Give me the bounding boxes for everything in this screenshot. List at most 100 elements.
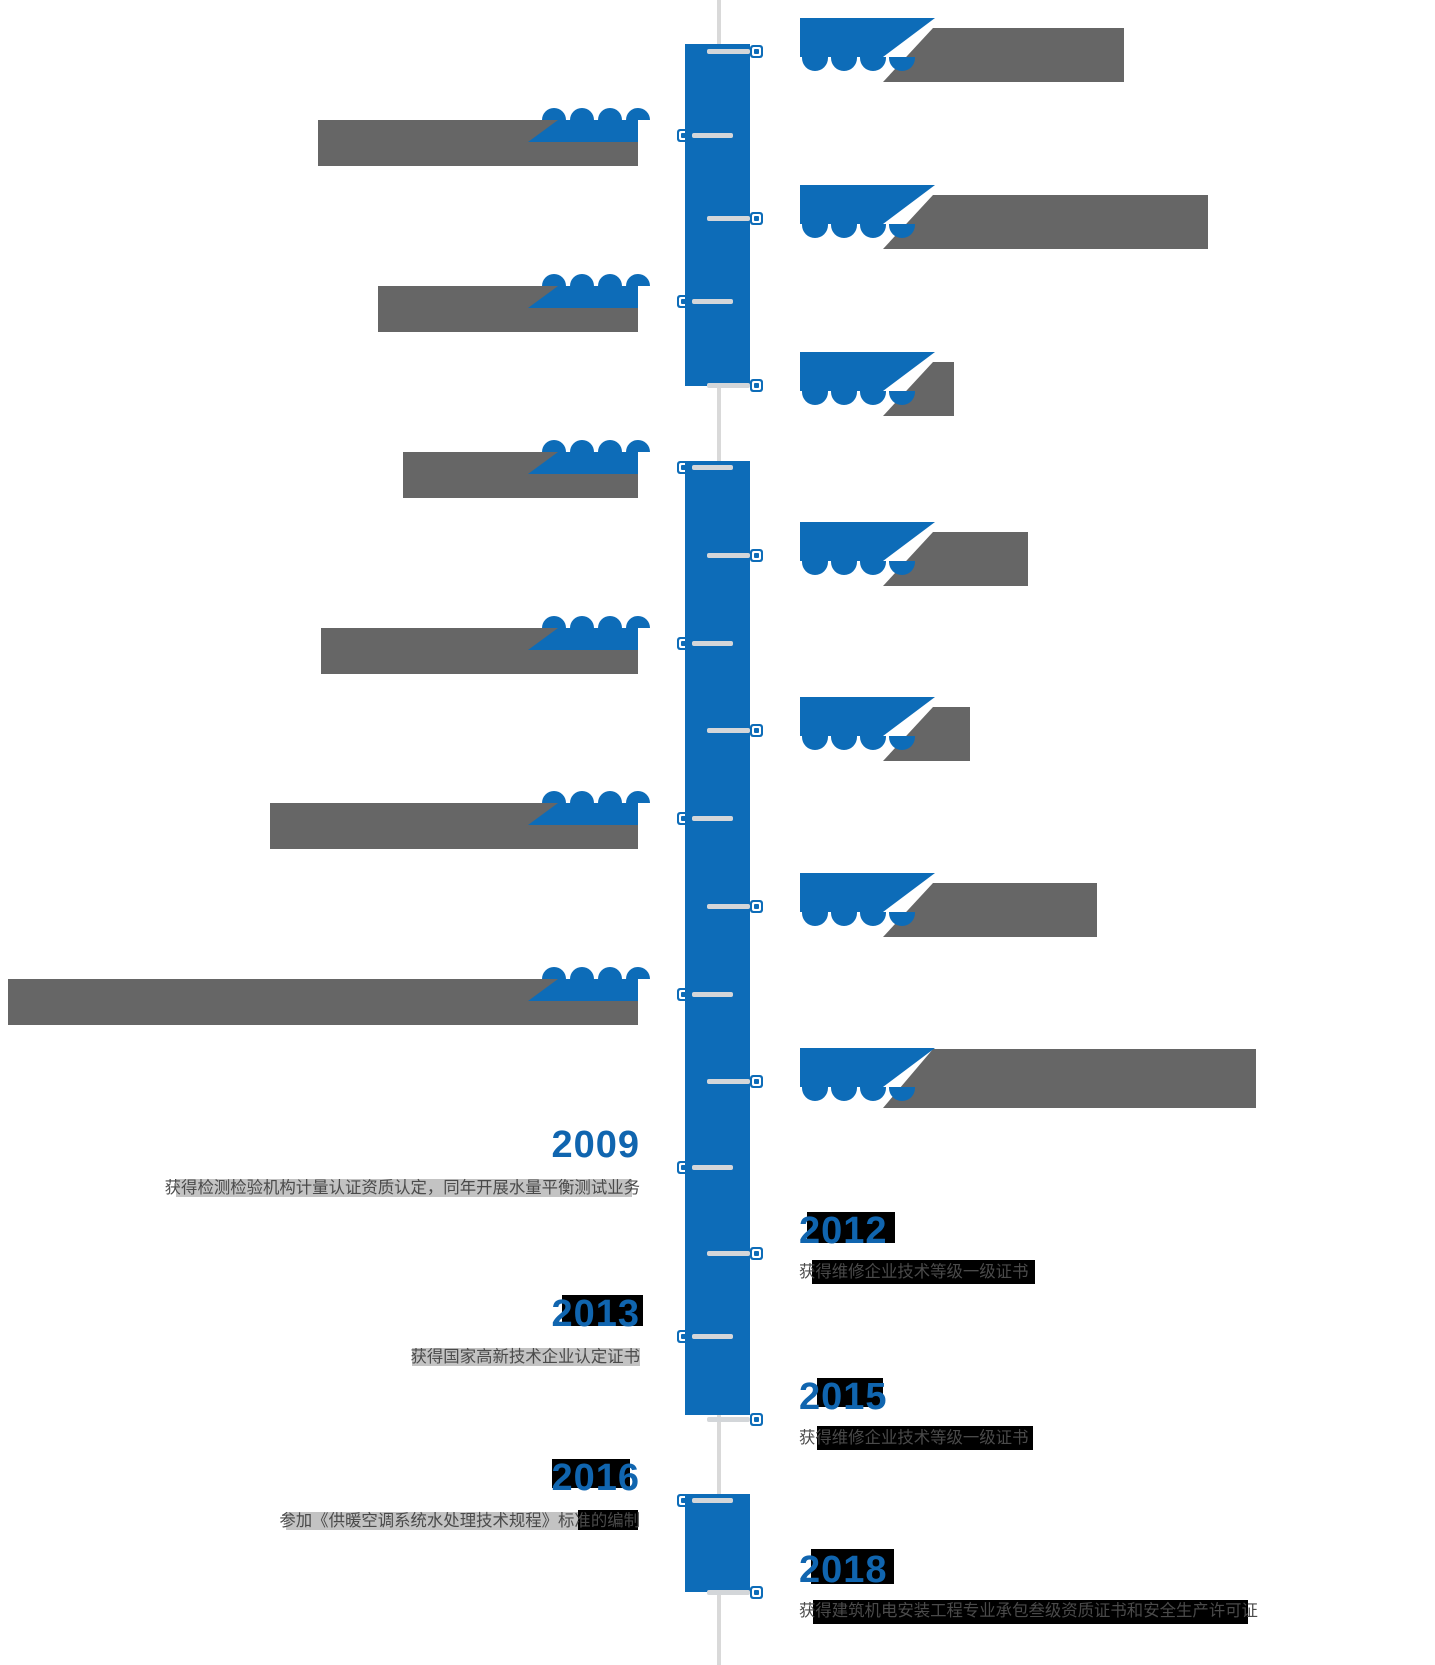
entry-year: 2009 xyxy=(551,1124,640,1166)
timeline-node-marker xyxy=(750,1586,763,1599)
year-glyph-bump xyxy=(542,791,566,803)
year-glyph-bump xyxy=(831,1087,857,1101)
timeline-node-tick xyxy=(707,728,750,733)
timeline-node-tick xyxy=(692,465,733,470)
year-glyph-bump xyxy=(626,440,650,452)
year-glyph-bumps xyxy=(800,391,920,405)
timeline-node-tick xyxy=(692,299,733,304)
timeline-node-marker xyxy=(750,724,763,737)
year-glyph-bump xyxy=(542,274,566,286)
timeline-node-tick xyxy=(707,553,750,558)
entry-desc: 参加《供暖空调系统水处理技术规程》标准的编制 xyxy=(279,1512,640,1530)
year-glyph-bump xyxy=(542,108,566,120)
year-highlight-box xyxy=(807,1212,895,1243)
year-glyph-bump xyxy=(626,108,650,120)
timeline-bar-segment xyxy=(685,44,750,386)
year-glyph-bump xyxy=(860,391,886,405)
year-glyph-bump xyxy=(831,912,857,926)
year-glyph-bump xyxy=(570,616,594,628)
timeline-node-tick xyxy=(707,1079,750,1084)
entry-cover-block xyxy=(883,195,1208,249)
year-glyph-bump xyxy=(831,57,857,71)
year-highlight-box xyxy=(552,1459,630,1488)
year-glyph-bump xyxy=(889,912,915,926)
entry-desc: 获得国家高新技术企业认定证书 xyxy=(410,1348,640,1366)
timeline-bar-segment xyxy=(685,1494,750,1592)
timeline-node-tick xyxy=(707,49,750,54)
year-reveal-blob xyxy=(528,979,638,1001)
year-glyph-bump xyxy=(831,561,857,575)
year-reveal-blob xyxy=(528,452,638,474)
entry-cover-block xyxy=(883,883,1097,937)
timeline-node-marker xyxy=(750,212,763,225)
year-glyph-bump xyxy=(831,736,857,750)
timeline-node-tick xyxy=(692,816,733,821)
year-glyph-bump xyxy=(598,440,622,452)
year-glyph-bumps xyxy=(800,1087,920,1101)
year-reveal-blob xyxy=(528,628,638,650)
year-glyph-bump xyxy=(802,391,828,405)
year-glyph-bumps xyxy=(800,912,920,926)
year-glyph-bump xyxy=(889,57,915,71)
year-glyph-bump xyxy=(860,561,886,575)
year-glyph-bump xyxy=(598,791,622,803)
year-glyph-bumps xyxy=(528,440,650,452)
year-glyph-bump xyxy=(626,274,650,286)
timeline-node-tick xyxy=(692,992,733,997)
desc-highlight-strip xyxy=(812,1260,1035,1284)
year-glyph-bump xyxy=(542,440,566,452)
timeline-node-tick xyxy=(692,133,733,138)
year-glyph-bump xyxy=(542,967,566,979)
year-glyph-bump xyxy=(802,561,828,575)
timeline-node-tick xyxy=(692,1165,733,1170)
desc-highlight-strip xyxy=(412,1348,640,1366)
timeline-node-tick xyxy=(707,904,750,909)
year-glyph-bump xyxy=(626,967,650,979)
timeline-node-marker xyxy=(750,900,763,913)
year-glyph-bumps xyxy=(800,57,920,71)
year-glyph-bump xyxy=(831,224,857,238)
year-glyph-bump xyxy=(570,967,594,979)
year-glyph-bump xyxy=(860,224,886,238)
timeline-node-tick xyxy=(692,1498,733,1503)
timeline-node-tick xyxy=(692,641,733,646)
entry-cover-block xyxy=(8,979,638,1025)
timeline-node-marker xyxy=(750,1247,763,1260)
year-glyph-bump xyxy=(598,967,622,979)
year-glyph-bump xyxy=(802,912,828,926)
entry-year: 2016 xyxy=(551,1457,640,1499)
timeline-node-marker xyxy=(750,1413,763,1426)
desc-highlight-strip xyxy=(286,1512,638,1530)
year-glyph-bump xyxy=(570,108,594,120)
entry-desc: 获得维修企业技术等级一级证书 xyxy=(799,1263,1029,1281)
year-glyph-bumps xyxy=(528,616,650,628)
year-glyph-bumps xyxy=(800,736,920,750)
year-reveal-blob xyxy=(528,803,638,825)
timeline-node-marker xyxy=(750,379,763,392)
year-glyph-bump xyxy=(860,912,886,926)
entry-year: 2018 xyxy=(799,1549,888,1591)
desc-highlight-strip xyxy=(176,1179,632,1197)
year-glyph-bump xyxy=(542,616,566,628)
timeline-node-tick xyxy=(707,1251,750,1256)
timeline-node-tick xyxy=(707,1590,750,1595)
year-glyph-bump xyxy=(570,791,594,803)
year-glyph-bump xyxy=(626,616,650,628)
year-reveal-blob xyxy=(528,120,638,142)
year-glyph-bump xyxy=(889,1087,915,1101)
timeline-bar-segment xyxy=(685,461,750,1415)
desc-highlight-strip xyxy=(813,1600,1248,1624)
year-glyph-bump xyxy=(598,108,622,120)
entry-year: 2013 xyxy=(551,1293,640,1335)
timeline-node-tick xyxy=(692,1334,733,1339)
timeline-node-tick xyxy=(707,1417,750,1422)
year-glyph-bump xyxy=(831,391,857,405)
year-glyph-bump xyxy=(860,736,886,750)
year-glyph-bumps xyxy=(800,224,920,238)
year-glyph-bump xyxy=(802,224,828,238)
year-glyph-bump xyxy=(802,1087,828,1101)
year-glyph-bumps xyxy=(800,561,920,575)
timeline-node-marker xyxy=(750,1075,763,1088)
year-glyph-bump xyxy=(889,736,915,750)
